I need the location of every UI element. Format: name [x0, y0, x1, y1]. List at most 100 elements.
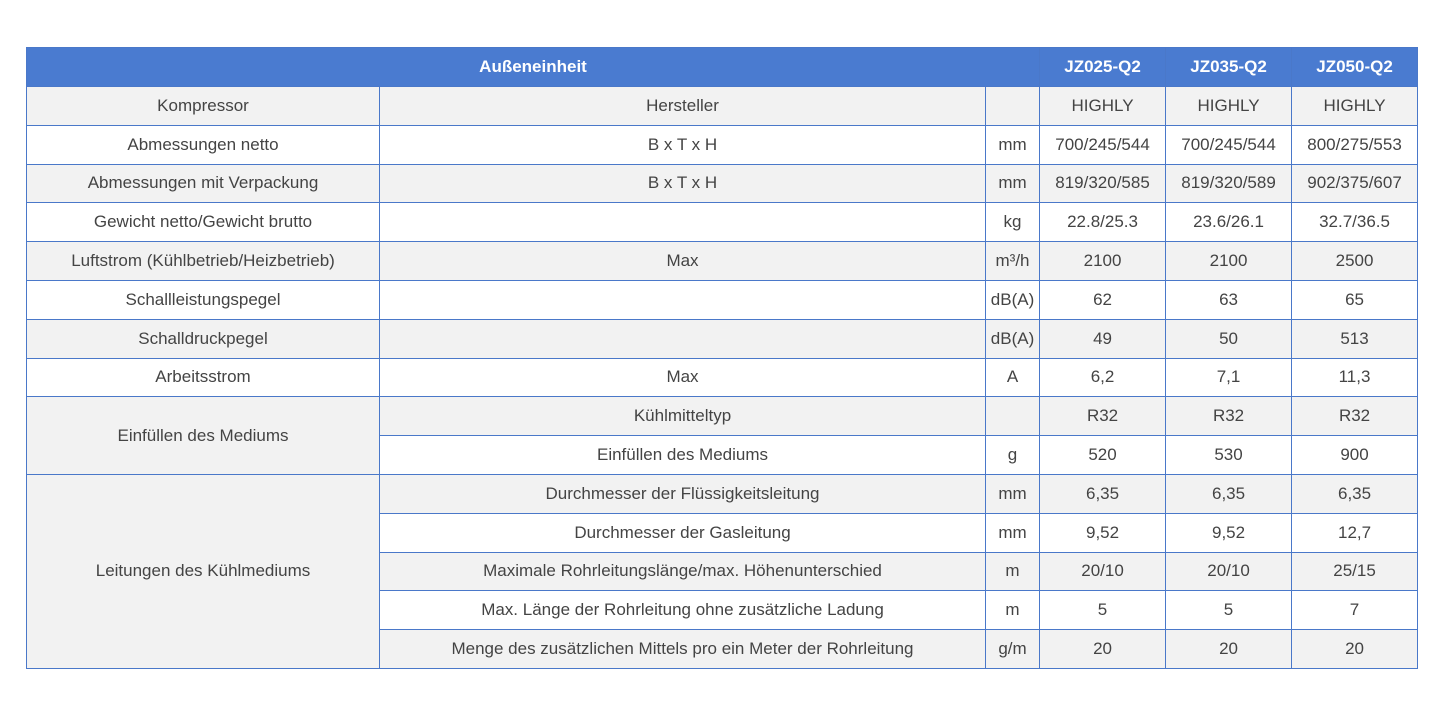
row-value: 2500 [1291, 241, 1419, 281]
row-parameter [379, 279, 986, 320]
table-title: Außeneinheit [25, 47, 1041, 87]
row-parameter: Max. Länge der Rohrleitung ohne zusätzli… [379, 590, 986, 631]
row-unit: mm [984, 473, 1041, 514]
row-unit [984, 86, 1041, 126]
table-body: Kompressor Hersteller HIGHLY HIGHLY HIGHLY Ab… [26, 86, 1419, 669]
row-value: 700/245/544 [1039, 124, 1167, 165]
table-row: Luftstrom (Kühlbetrieb/Heizbetrieb) Max m³… [26, 241, 1419, 281]
table-row: Einfüllen des Mediums g 520 530 900 [27, 435, 1419, 475]
row-unit: m [984, 590, 1041, 631]
row-value: 63 [1165, 279, 1293, 320]
row-value: 9,52 [1039, 512, 1167, 553]
row-label: Abmessungen mit Verpackung [26, 163, 380, 204]
row-label: Gewicht netto/Gewicht brutto [26, 202, 380, 243]
row-value: 700/245/544 [1165, 124, 1293, 165]
row-unit: g/m [984, 629, 1041, 669]
row-value: HIGHLY [1039, 86, 1167, 126]
row-value: 902/375/607 [1291, 163, 1419, 204]
table-row: Einfüllen des Mediums Kühlmitteltyp R32 R32… [26, 396, 1419, 475]
row-value: 32.7/36.5 [1291, 202, 1419, 243]
row-unit: A [984, 357, 1041, 398]
row-value: 11,3 [1291, 357, 1419, 398]
row-value: HIGHLY [1165, 86, 1293, 126]
row-label: Schalldruckpegel [26, 318, 380, 359]
spec-table: Außeneinheit JZ025-Q2 JZ035-Q2 JZ050-Q2 … [25, 47, 1419, 669]
row-value: 819/320/585 [1039, 163, 1167, 204]
group-label: Leitungen des Kühlmediums [26, 473, 380, 669]
row-value: 62 [1039, 279, 1167, 320]
row-value: 2100 [1039, 241, 1167, 281]
model-header: JZ050-Q2 [1291, 47, 1419, 87]
row-parameter: Durchmesser der Gasleitung [379, 512, 986, 553]
row-value: 819/320/589 [1165, 163, 1293, 204]
row-parameter: Kühlmitteltyp [379, 396, 986, 437]
row-value: 20 [1039, 629, 1167, 669]
row-parameter: B x T x H [379, 163, 986, 204]
row-unit: mm [984, 512, 1041, 553]
row-value: 7,1 [1165, 357, 1293, 398]
row-parameter: B x T x H [379, 124, 986, 165]
row-value: 5 [1165, 590, 1293, 631]
table-row: Schalldruckpegel dB(A) 49 50 513 [26, 318, 1419, 359]
row-value: 49 [1039, 318, 1167, 359]
row-parameter: Max [379, 357, 986, 398]
row-label: Luftstrom (Kühlbetrieb/Heizbetrieb) [26, 241, 380, 281]
row-value: R32 [1291, 396, 1419, 437]
row-value: 6,35 [1291, 473, 1419, 514]
model-header: JZ035-Q2 [1165, 47, 1293, 87]
row-value: 9,52 [1165, 512, 1293, 553]
row-unit: mm [984, 124, 1041, 165]
row-label: Schallleistungspegel [26, 279, 380, 320]
row-value: 6,35 [1039, 473, 1167, 514]
row-value: 12,7 [1291, 512, 1419, 553]
row-label: Arbeitsstrom [26, 357, 380, 398]
row-value: 20/10 [1165, 551, 1293, 592]
row-value: HIGHLY [1291, 86, 1419, 126]
table-row: Gewicht netto/Gewicht brutto kg 22.8/25.3 2… [26, 202, 1419, 243]
table-row: Menge des zusätzlichen Mittels pro ein M… [27, 629, 1419, 669]
row-parameter [379, 202, 986, 243]
row-value: 2100 [1165, 241, 1293, 281]
row-unit [984, 396, 1041, 437]
row-value: 65 [1291, 279, 1419, 320]
table-row: Kompressor Hersteller HIGHLY HIGHLY HIGHLY [26, 86, 1419, 126]
row-parameter: Menge des zusätzlichen Mittels pro ein M… [379, 629, 986, 669]
row-label: Abmessungen netto [26, 124, 380, 165]
row-value: 22.8/25.3 [1039, 202, 1167, 243]
row-unit: kg [984, 202, 1041, 243]
row-parameter: Maximale Rohrleitungslänge/max. Höhenunt… [379, 551, 986, 592]
row-parameter: Einfüllen des Mediums [379, 435, 986, 475]
row-unit: m³/h [984, 241, 1041, 281]
row-value: 20/10 [1039, 551, 1167, 592]
table-row: Arbeitsstrom Max A 6,2 7,1 11,3 [26, 357, 1419, 398]
row-value: R32 [1165, 396, 1293, 437]
row-value: 20 [1291, 629, 1419, 669]
header-row: Außeneinheit JZ025-Q2 JZ035-Q2 JZ050-Q2 [25, 47, 1419, 87]
row-value: 7 [1291, 590, 1419, 631]
row-label: Kompressor [26, 86, 380, 126]
row-value: R32 [1039, 396, 1167, 437]
row-unit: mm [984, 163, 1041, 204]
row-parameter: Durchmesser der Flüssigkeitsleitung [379, 473, 986, 514]
row-unit: g [984, 435, 1041, 475]
table-row: Leitungen des Kühlmediums Durchmesser der… [26, 473, 1419, 669]
model-header: JZ025-Q2 [1039, 47, 1167, 87]
row-value: 50 [1165, 318, 1293, 359]
row-value: 513 [1291, 318, 1419, 359]
row-parameter [379, 318, 986, 359]
table-row: Schallleistungspegel dB(A) 62 63 65 [26, 279, 1419, 320]
row-value: 900 [1291, 435, 1419, 475]
row-value: 530 [1165, 435, 1293, 475]
table-row: Max. Länge der Rohrleitung ohne zusätzli… [27, 590, 1419, 631]
row-unit: dB(A) [984, 279, 1041, 320]
row-value: 5 [1039, 590, 1167, 631]
row-value: 25/15 [1291, 551, 1419, 592]
row-parameter: Max [379, 241, 986, 281]
row-value: 6,2 [1039, 357, 1167, 398]
row-value: 6,35 [1165, 473, 1293, 514]
row-parameter: Hersteller [379, 86, 986, 126]
row-unit: dB(A) [984, 318, 1041, 359]
row-unit: m [984, 551, 1041, 592]
